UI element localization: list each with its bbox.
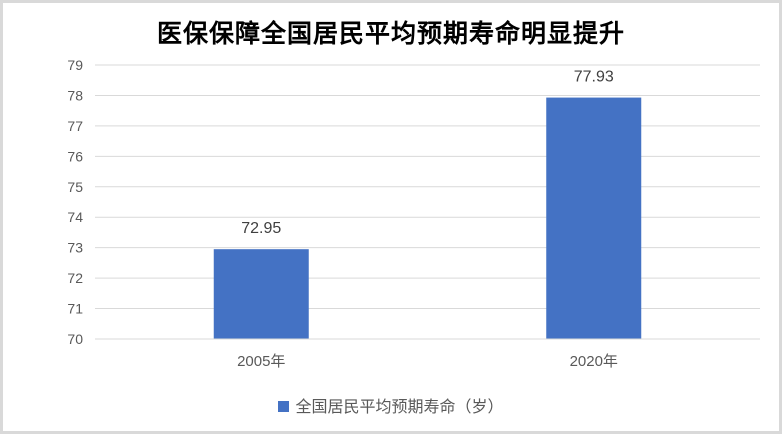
legend-swatch (278, 401, 290, 412)
y-tick-label: 74 (67, 209, 83, 225)
y-tick-label: 77 (67, 118, 83, 134)
legend: 全国居民平均预期寿命（岁） (0, 393, 782, 417)
y-tick-label: 72 (67, 270, 83, 286)
y-tick-label: 70 (67, 331, 83, 347)
x-tick-label: 2020年 (570, 353, 618, 370)
bar-2020年 (546, 97, 642, 339)
y-tick-label: 75 (67, 179, 83, 195)
x-tick-label: 2005年 (237, 353, 285, 370)
data-label: 72.95 (241, 220, 281, 237)
bar-2005年 (213, 249, 309, 339)
data-label: 77.93 (574, 69, 614, 86)
chart-title: 医保保障全国居民平均预期寿命明显提升 (156, 19, 625, 48)
y-tick-label: 73 (67, 240, 83, 256)
y-tick-label: 76 (67, 148, 83, 164)
legend-label: 全国居民平均预期寿命（岁） (295, 397, 504, 416)
y-tick-label: 71 (67, 301, 83, 317)
y-tick-label: 79 (67, 57, 83, 73)
y-tick-label: 78 (67, 87, 83, 103)
